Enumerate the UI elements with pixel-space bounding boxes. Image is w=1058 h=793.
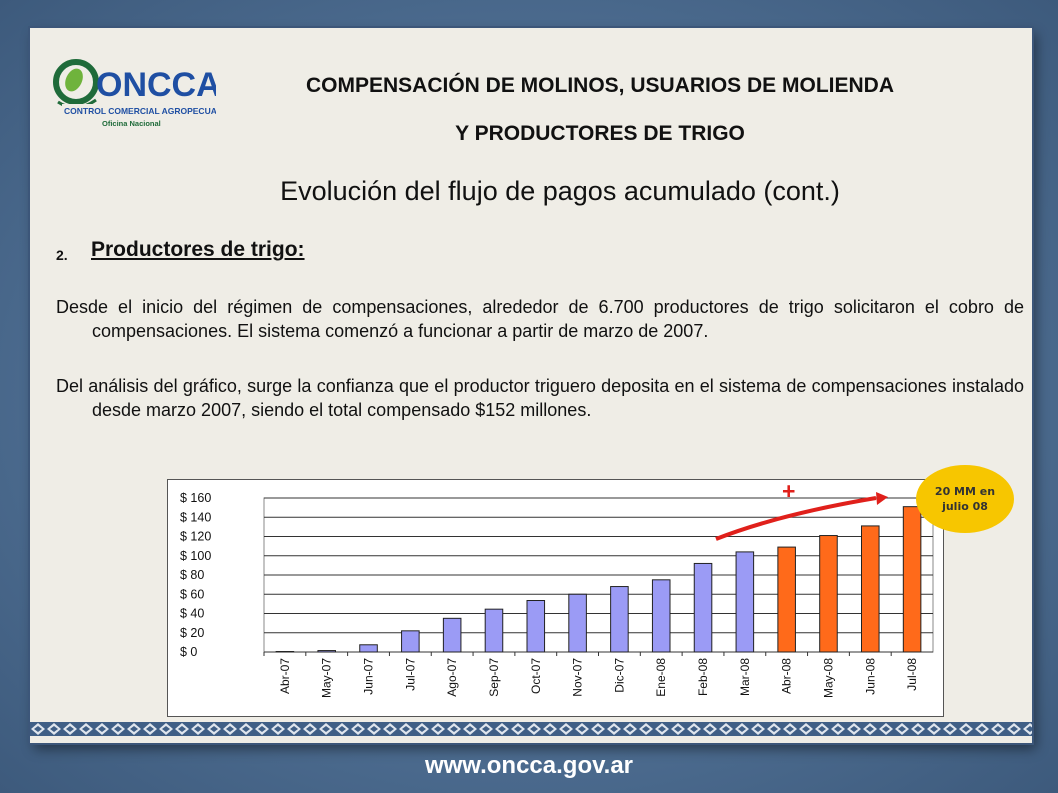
y-tick-label: $ 80 [180, 568, 204, 582]
y-tick-label: $ 0 [180, 645, 197, 659]
y-tick-label: $ 120 [180, 530, 211, 544]
x-tick-label: Oct-07 [529, 658, 543, 694]
x-tick-label: Jun-07 [362, 658, 376, 695]
slide-subtitle: Evolución del flujo de pagos acumulado (… [280, 176, 840, 206]
x-tick-label: Abr-08 [780, 658, 794, 694]
paragraph-2: Del análisis del gráfico, surge la confi… [56, 376, 1024, 420]
x-tick-label: May-08 [821, 658, 835, 698]
logo-wordmark: ONCCA [96, 66, 216, 104]
growth-arrow [715, 492, 888, 541]
section-number: 2. [56, 247, 68, 263]
y-tick-label: $ 40 [180, 607, 204, 621]
bar-jun-07 [359, 644, 378, 653]
x-tick-label: Jul-07 [403, 658, 417, 691]
x-tick-label: Abr-07 [278, 658, 292, 694]
y-tick-label: $ 20 [180, 626, 204, 640]
y-tick-label: $ 160 [180, 491, 211, 505]
title-line-2: Y PRODUCTORES DE TRIGO [455, 122, 745, 145]
bar-jun-08 [861, 525, 880, 653]
plus-sign: + [782, 478, 796, 504]
bar-may-08 [819, 535, 838, 653]
x-tick-label: May-07 [320, 658, 334, 698]
callout-line-2: julio 08 [942, 500, 988, 513]
bar-jul-08 [902, 506, 922, 653]
bar-chart: $ 0 $ 20 $ 40 $ 60 $ 80 $ 100 $ 120 $ 140 $ 160 A… [167, 479, 944, 717]
x-tick-label: Ene-08 [654, 658, 668, 697]
bar-oct-07 [526, 600, 546, 653]
x-tick-label: Ago-07 [445, 658, 459, 697]
paragraph-1: Desde el inicio del régimen de compensac… [56, 297, 1024, 341]
x-tick-label: Jun-08 [863, 658, 877, 695]
logo-office: Oficina Nacional [102, 119, 161, 128]
oncca-logo: ONCCA CONTROL COMERCIAL AGROPECUARIO Ofi… [46, 44, 232, 140]
logo-subtext: CONTROL COMERCIAL AGROPECUARIO [64, 106, 216, 116]
bar-ene-08 [651, 579, 671, 653]
bar-nov-07 [568, 593, 587, 653]
x-tick-label: Mar-08 [738, 658, 752, 696]
decorative-border [30, 722, 1032, 736]
y-tick-label: $ 100 [180, 549, 211, 563]
callout-bubble: 20 MM en julio 08 [916, 465, 1014, 533]
title-line-1: COMPENSACIÓN DE MOLINOS, USUARIOS DE MOL… [305, 74, 895, 97]
y-tick-label: $ 60 [180, 587, 204, 601]
bar-feb-08 [693, 562, 713, 653]
bar-mar-08 [735, 551, 755, 653]
chart-svg: $ 0 $ 20 $ 40 $ 60 $ 80 $ 100 $ 120 $ 140 $ 160 A… [180, 491, 934, 698]
x-tick-label: Jul-08 [905, 658, 919, 691]
x-tick-label: Sep-07 [487, 658, 501, 697]
y-tick-label: $ 140 [180, 510, 211, 524]
bar-ago-07 [442, 617, 462, 653]
x-tick-label: Feb-08 [696, 658, 710, 696]
slide: ONCCA CONTROL COMERCIAL AGROPECUARIO Ofi… [30, 28, 1032, 743]
section-heading: Productores de trigo: [91, 238, 305, 261]
callout-line-1: 20 MM en [934, 485, 996, 498]
bar-dic-07 [610, 586, 629, 653]
bar-abr-08 [777, 546, 796, 653]
footer-url: www.oncca.gov.ar [424, 752, 634, 779]
x-tick-label: Nov-07 [571, 658, 585, 697]
bar-jul-07 [401, 630, 420, 653]
x-tick-label: Dic-07 [612, 658, 626, 693]
bar-may-07 [317, 650, 336, 653]
bar-sep-07 [484, 608, 504, 653]
